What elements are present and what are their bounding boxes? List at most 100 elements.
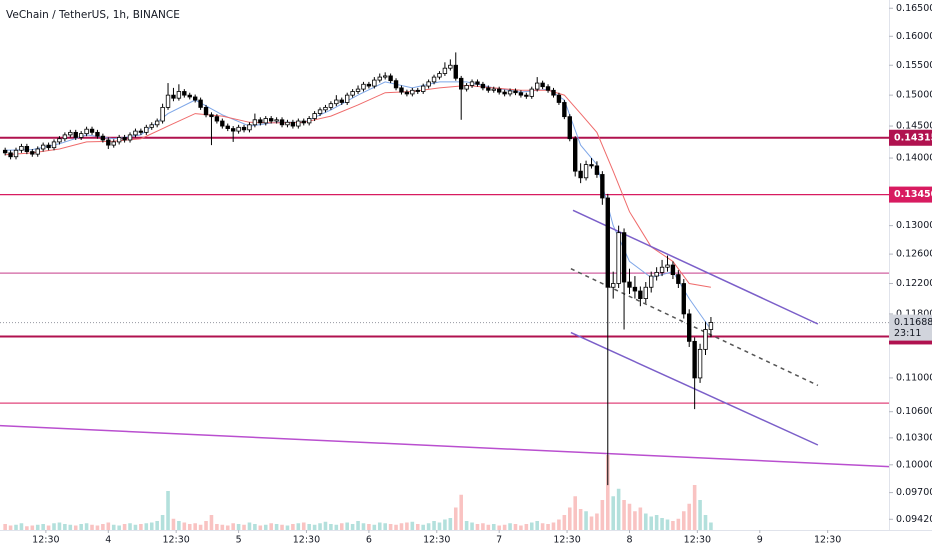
y-tick-label: 0.14500: [896, 121, 932, 132]
x-tick-label: 5: [236, 535, 242, 546]
volume-bar: [312, 524, 317, 530]
candle-body: [567, 116, 572, 140]
candle-body: [611, 283, 616, 288]
candle-body: [399, 87, 404, 93]
candle-body: [40, 144, 46, 150]
volume-bar: [681, 511, 686, 530]
countdown-label: 23:11: [894, 328, 921, 339]
candle-body: [486, 87, 491, 91]
volume-bar: [215, 524, 219, 530]
volume-bar: [600, 500, 605, 530]
candle-body: [393, 80, 399, 89]
candle-body: [583, 164, 589, 179]
x-tick-label: 9: [757, 535, 763, 546]
candle-body: [220, 120, 225, 127]
candle-body: [638, 290, 643, 299]
candle-body: [382, 75, 388, 78]
volume-bar: [41, 524, 45, 530]
volume-bar: [491, 524, 496, 530]
volume-bar: [562, 515, 567, 530]
volume-bar: [605, 455, 610, 530]
volume-bar: [687, 503, 692, 530]
volume-bar: [307, 524, 311, 530]
volume-bar: [3, 524, 7, 530]
candle-body: [692, 340, 697, 379]
candle-body: [524, 94, 529, 97]
volume-bar: [139, 524, 143, 530]
candle-body: [366, 83, 372, 87]
volume-bar: [155, 521, 159, 530]
volume-bar: [280, 524, 284, 530]
candle-body: [708, 322, 714, 330]
candle-body: [84, 128, 89, 135]
volume-bar: [415, 524, 420, 530]
candle-body: [426, 81, 431, 87]
volume-bar: [557, 519, 561, 530]
moving-average: [5, 81, 712, 330]
candle-body: [24, 146, 30, 152]
candle-body: [377, 76, 382, 81]
trendline: [0, 424, 890, 468]
volume-bar: [258, 525, 263, 530]
volume-bar: [356, 521, 360, 530]
candle-body: [171, 94, 176, 99]
volume-bar: [291, 524, 295, 530]
volume-bar: [616, 488, 621, 530]
candle-body: [198, 99, 203, 108]
candle-body: [562, 102, 567, 118]
y-tick-label: 0.15000: [896, 90, 932, 101]
volume-bar: [198, 524, 203, 530]
candle-body: [328, 103, 334, 108]
volume-bar: [426, 523, 431, 530]
candle-body: [236, 126, 241, 132]
candle-body: [388, 75, 393, 82]
volume-bar: [247, 522, 252, 530]
candle-body: [252, 119, 258, 126]
candle-body: [285, 121, 290, 126]
y-tick-label: 0.13000: [896, 220, 932, 231]
candle-body: [46, 144, 51, 149]
trendline: [570, 268, 819, 387]
candle-body: [187, 94, 192, 98]
candle-body: [62, 134, 68, 140]
volume-bar: [242, 524, 246, 530]
candle-body: [241, 126, 247, 131]
candle-body: [203, 106, 209, 116]
volume-bar: [204, 521, 208, 530]
candle-body: [589, 164, 594, 167]
volume-bar: [703, 515, 708, 530]
volume-bar: [301, 522, 306, 530]
candle-body: [106, 139, 111, 146]
candle-body: [491, 88, 496, 91]
candle-body: [8, 152, 13, 158]
volume-bar: [665, 519, 670, 530]
last-price-label: 0.11688: [894, 317, 932, 328]
candle-body: [497, 88, 502, 93]
candle-body: [703, 329, 708, 350]
candle-body: [89, 128, 95, 133]
volume-bar: [263, 524, 268, 530]
volume-bar: [589, 516, 594, 530]
candle-body: [317, 109, 323, 114]
x-tick-label: 12:30: [162, 535, 189, 546]
last-price-tag: [889, 314, 932, 341]
volume-bar: [122, 524, 127, 530]
candle-body: [323, 106, 328, 111]
candle-body: [149, 124, 154, 128]
candle-body: [57, 138, 62, 143]
volume-bar: [209, 515, 214, 530]
candle-body: [154, 120, 160, 126]
candle-body: [51, 141, 57, 149]
volume-bar: [144, 523, 149, 530]
level-price-label: 0.14315: [894, 132, 932, 143]
candle-body: [290, 121, 296, 127]
y-tick-label: 0.10000: [896, 459, 932, 470]
candle-body: [480, 83, 486, 89]
candle-body: [301, 120, 306, 124]
y-tick-label: 0.15500: [896, 60, 932, 71]
volume-bar: [8, 525, 13, 530]
volume-bar: [405, 522, 409, 530]
volume-bar: [296, 523, 301, 530]
candle-body: [263, 118, 268, 124]
